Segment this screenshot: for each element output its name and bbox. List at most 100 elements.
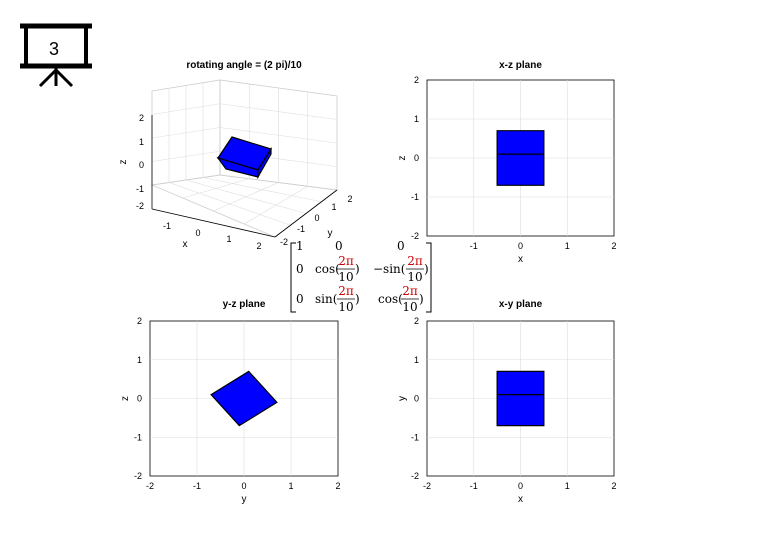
- x-tick-label: -1: [470, 481, 478, 491]
- y-tick-label: 2: [414, 75, 419, 85]
- x-axis-label: y: [242, 494, 247, 505]
- chart-3d-ztick: 0: [139, 160, 144, 170]
- y-tick-label: 1: [414, 355, 419, 365]
- chart-3d-gridline: [244, 185, 308, 225]
- matrix-r3-cos: cos(: [378, 292, 403, 306]
- chart-3d-box: [216, 136, 272, 180]
- chart-3d-title: rotating angle = (2 pi)/10: [186, 60, 302, 71]
- y-axis-label: z: [120, 396, 131, 401]
- matrix-r2-close2: ): [424, 262, 429, 276]
- x-axis-label: x: [518, 494, 523, 505]
- x-tick-label: 2: [335, 481, 340, 491]
- chart-3d-ztick: 2: [139, 113, 144, 123]
- y-axis-label: y: [397, 396, 408, 401]
- chart-3d-floor: [150, 174, 339, 238]
- chart-3d: rotating angle = (2 pi)/10 2 1 0 -1 -2 z…: [118, 60, 353, 251]
- y-tick-label: 0: [414, 394, 419, 404]
- chart-title: x-z plane: [499, 60, 542, 71]
- matrix-left-bracket: [290, 242, 296, 313]
- y-tick-label: -2: [411, 471, 419, 481]
- chart-3d-ylabel: y: [328, 228, 333, 239]
- chart-3d-ztick: -2: [136, 201, 144, 211]
- x-tick-label: -2: [423, 481, 431, 491]
- board-leg-left: [38, 68, 58, 88]
- chart-3d-gridline: [185, 179, 307, 214]
- chart-3d-ytick: 2: [347, 194, 352, 204]
- board-leg-right: [54, 68, 74, 88]
- presentation-board-icon: 3: [20, 23, 92, 88]
- y-tick-label: 0: [137, 394, 142, 404]
- y-tick-label: 2: [414, 316, 419, 326]
- box-projection: [496, 370, 545, 427]
- matrix-r2-den: 10: [338, 270, 353, 284]
- chart-3d-xtick: 2: [256, 241, 261, 251]
- chart-3d-ztick: 1: [139, 137, 144, 147]
- y-tick-label: 1: [414, 114, 419, 124]
- x-tick-label: 0: [518, 241, 523, 251]
- matrix-r2-cos: cos(: [315, 262, 340, 276]
- matrix-r1c2: 0: [335, 239, 343, 253]
- matrix-r3-den2: 10: [402, 300, 417, 314]
- x-tick-label: -1: [193, 481, 201, 491]
- x-tick-label: -1: [470, 241, 478, 251]
- x-tick-label: 1: [565, 481, 570, 491]
- y-tick-label: 1: [137, 355, 142, 365]
- x-tick-label: 1: [565, 241, 570, 251]
- matrix-r3-close: ): [355, 292, 360, 306]
- matrix-r2-num2: 2π: [407, 254, 423, 268]
- y-axis-label: z: [397, 156, 408, 161]
- chart-yz-plane: y-z plane -2 -1 0 1 2 2 1 0 -1 -2 y z: [120, 299, 341, 505]
- x-tick-label: 0: [518, 481, 523, 491]
- chart-3d-gridline: [151, 150, 221, 162]
- x-tick-label: -2: [146, 481, 154, 491]
- matrix-r1c3: 0: [397, 239, 405, 253]
- chart-title: x-y plane: [499, 299, 543, 310]
- chart-3d-ytick: -2: [280, 237, 288, 247]
- matrix-r2-sin: −sin(: [373, 262, 405, 276]
- chart-3d-xtick: 0: [195, 228, 200, 238]
- chart-3d-ytick: 1: [331, 202, 336, 212]
- chart-3d-zlabel: z: [118, 160, 129, 165]
- matrix-r3c1: 0: [296, 292, 304, 306]
- chart-3d-gridline: [202, 177, 322, 203]
- chart-title: y-z plane: [223, 299, 266, 310]
- x-tick-label: 2: [611, 241, 616, 251]
- matrix-r3-num2: 2π: [402, 284, 418, 298]
- box-face-side: [257, 146, 272, 180]
- chart-3d-ytick: -1: [297, 224, 305, 234]
- matrix-r3-den: 10: [338, 300, 353, 314]
- box-projection: [210, 370, 278, 427]
- box-projection: [496, 130, 545, 186]
- matrix-r2-den2: 10: [407, 270, 422, 284]
- matrix-r2-num: 2π: [338, 254, 354, 268]
- matrix-r3-sin: sin(: [315, 292, 337, 306]
- x-tick-label: 0: [241, 481, 246, 491]
- slide-number: 3: [49, 39, 59, 59]
- y-tick-label: -1: [134, 432, 142, 442]
- chart-3d-grid: [151, 82, 338, 226]
- y-tick-label: 2: [137, 316, 142, 326]
- chart-3d-ytick: 0: [314, 213, 319, 223]
- matrix-right-bracket: [426, 242, 432, 313]
- matrix-r1c1: 1: [296, 239, 304, 253]
- y-tick-label: -2: [134, 471, 142, 481]
- chart-3d-x-axis: [151, 208, 276, 238]
- chart-3d-ztick: -1: [136, 184, 144, 194]
- chart-3d-xtick: 1: [226, 234, 231, 244]
- x-tick-label: 1: [288, 481, 293, 491]
- y-tick-label: -2: [411, 231, 419, 241]
- matrix-r2-close: ): [355, 262, 360, 276]
- y-tick-label: -1: [411, 432, 419, 442]
- x-axis-label: x: [518, 254, 523, 265]
- chart-3d-xtick: -1: [163, 221, 171, 231]
- chart-3d-y-axis: [274, 189, 338, 238]
- y-tick-label: 0: [414, 153, 419, 163]
- matrix-r3-num: 2π: [338, 284, 354, 298]
- rotation-matrix: 1 0 0 0 cos( 2π 10 ) −sin( 2π 10 ) 0 sin…: [290, 239, 432, 314]
- y-tick-label: -1: [411, 192, 419, 202]
- chart-3d-xlabel: x: [183, 239, 188, 250]
- chart-xz-plane: x-z plane -1 0 1 2 2 1 0 -1 -2 x z: [397, 60, 617, 265]
- x-tick-label: 2: [611, 481, 616, 491]
